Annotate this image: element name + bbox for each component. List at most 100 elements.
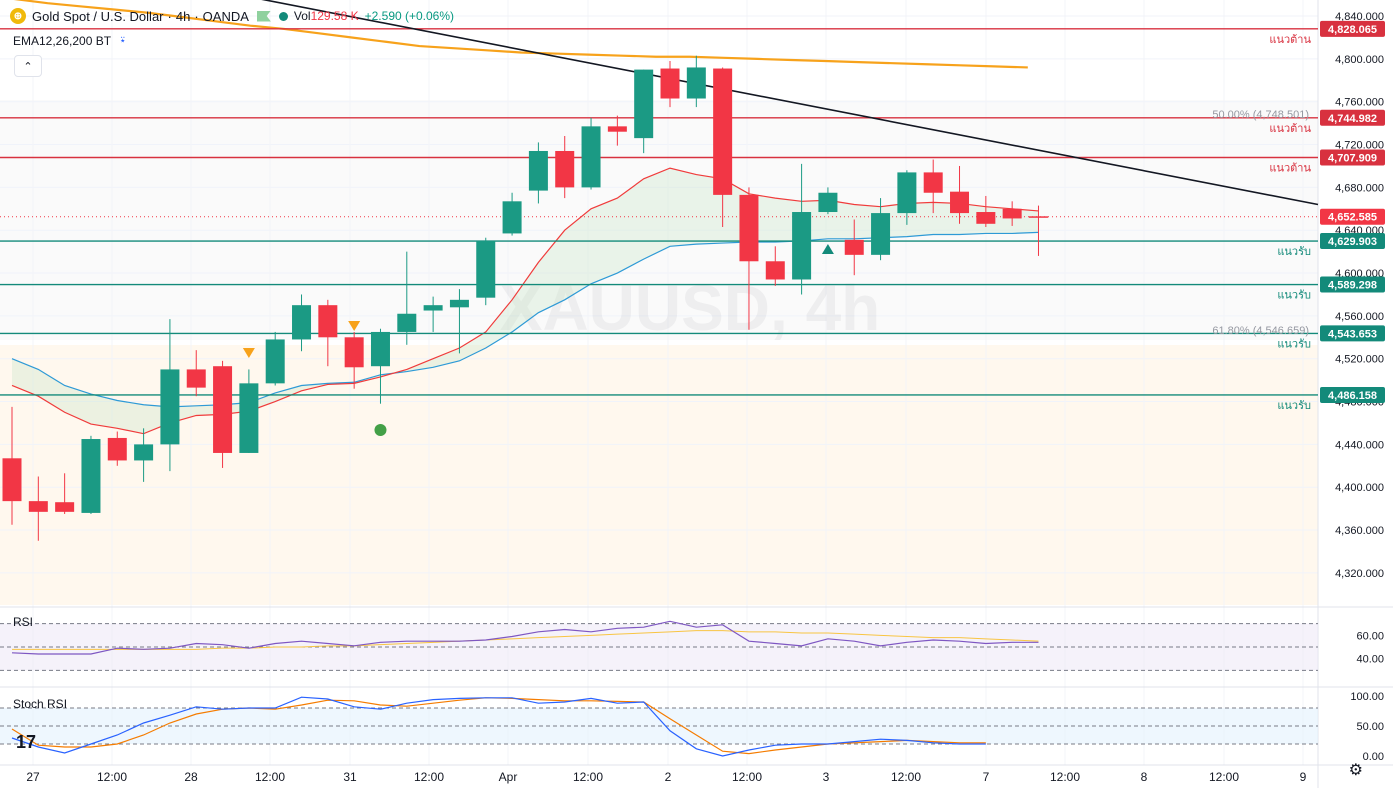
x-axis-label: 12:00 <box>97 770 127 784</box>
candle <box>449 289 469 354</box>
price-tag-label: 4,543.653 <box>1328 328 1377 340</box>
candle-body <box>239 383 259 453</box>
flag-icon <box>256 10 271 22</box>
tradingview-logo: 17 <box>16 732 36 752</box>
stoch-axis-tick: 100.00 <box>1350 691 1384 703</box>
symbol-name[interactable]: Gold Spot / U.S. Dollar <box>32 8 164 24</box>
candle-body <box>897 172 917 214</box>
resistance-label: แนวต้าน <box>1269 34 1311 46</box>
x-axis-label: 12:00 <box>255 770 285 784</box>
volume-value: 129.58 K <box>310 9 359 23</box>
candle <box>476 237 496 306</box>
x-axis-label: 12:00 <box>573 770 603 784</box>
price-tag <box>1320 233 1385 250</box>
y-axis-tick: 4,840.000 <box>1335 11 1384 23</box>
visibility-icon[interactable]: ⍣ <box>119 33 127 47</box>
candle-body <box>844 239 864 255</box>
candle-body <box>449 299 469 308</box>
buy-signal-icon <box>821 244 834 254</box>
candle-body <box>55 502 75 512</box>
candle-body <box>923 172 943 193</box>
y-axis-tick: 4,320.000 <box>1335 568 1384 580</box>
fib-label: 50.00% (4,748.501) <box>1212 109 1309 121</box>
stoch-axis-tick: 0.00 <box>1363 751 1384 763</box>
candle <box>1028 205 1048 256</box>
stoch-rsi-label: Stoch RSI <box>13 697 67 711</box>
price-tag <box>1320 276 1385 293</box>
candle-body <box>2 458 22 502</box>
candle-body <box>660 68 680 99</box>
candle-body <box>265 339 285 384</box>
candle-body <box>502 201 522 234</box>
range-zone-fill <box>0 100 1318 340</box>
candle-body <box>555 150 575 188</box>
price-tag <box>1320 149 1385 166</box>
buy-signal-icon <box>374 424 387 436</box>
candle <box>950 165 970 224</box>
candle-body <box>686 67 706 99</box>
symbol-header[interactable]: ⊕ Gold Spot / U.S. Dollar · 4h · OANDA V… <box>10 6 454 26</box>
candle-body <box>713 68 733 195</box>
x-axis-label: 12:00 <box>732 770 762 784</box>
candle <box>81 435 101 514</box>
candle-body <box>107 437 127 461</box>
support-label: แนวรับ <box>1277 290 1311 302</box>
price-tag-label: 4,707.909 <box>1328 153 1377 165</box>
candle <box>555 135 575 199</box>
x-axis-label: 9 <box>1300 770 1307 784</box>
candle-body <box>344 337 364 368</box>
candle-body <box>28 501 48 512</box>
rsi-axis-tick: 60.00 <box>1356 630 1384 642</box>
settings-gear-icon[interactable]: ⚙ <box>1348 762 1363 779</box>
candle <box>292 294 312 352</box>
ema200-line <box>13 0 1028 69</box>
indicator-label[interactable]: EMA12,26,200 BT <box>13 33 112 48</box>
separator: · <box>194 8 199 24</box>
rsi-label: RSI <box>13 615 33 629</box>
candle-body <box>213 366 233 453</box>
y-axis-tick: 4,560.000 <box>1335 311 1384 323</box>
candle <box>160 319 180 472</box>
support-label: แนวรับ <box>1277 246 1311 258</box>
indicator-legend[interactable]: EMA12,26,200 BT ⍣ <box>13 33 126 48</box>
candle <box>660 61 680 108</box>
candle <box>423 296 443 332</box>
x-axis-label: 7 <box>983 770 990 784</box>
separator: · <box>167 8 172 24</box>
candle <box>818 187 838 215</box>
x-axis-label: Apr <box>499 770 518 784</box>
candle-body <box>1028 216 1048 218</box>
candle-body <box>581 126 601 188</box>
price-change: +2.590 (+0.06%) <box>364 9 455 23</box>
price-tag <box>1320 208 1385 225</box>
support-label: แนวรับ <box>1277 338 1311 350</box>
candle-body <box>818 192 838 213</box>
y-axis-tick: 4,720.000 <box>1335 140 1384 152</box>
candle <box>213 360 233 468</box>
rsi-ma-line <box>12 630 1039 650</box>
rsi-line <box>11 620 1039 655</box>
candle <box>397 251 417 345</box>
candle <box>923 159 943 214</box>
candle-body <box>186 369 206 388</box>
candle <box>502 192 522 236</box>
candle <box>844 219 864 276</box>
candle <box>871 198 891 261</box>
candle-body <box>792 212 812 280</box>
y-axis-tick: 4,400.000 <box>1335 482 1384 494</box>
candle <box>792 163 812 295</box>
x-axis-label: 28 <box>184 770 198 784</box>
x-axis-label: 12:00 <box>1209 770 1239 784</box>
interval-label[interactable]: 4h <box>175 8 191 24</box>
candle-body <box>739 194 759 262</box>
exchange-label[interactable]: OANDA <box>202 8 249 24</box>
price-tag-label: 4,486.158 <box>1328 390 1377 402</box>
price-tag <box>1320 109 1385 126</box>
x-axis-label: 27 <box>26 770 40 784</box>
x-axis-label: 2 <box>665 770 672 784</box>
candle <box>897 170 917 225</box>
candle <box>528 142 548 204</box>
collapse-legend-button[interactable]: ⌃ <box>14 55 42 77</box>
